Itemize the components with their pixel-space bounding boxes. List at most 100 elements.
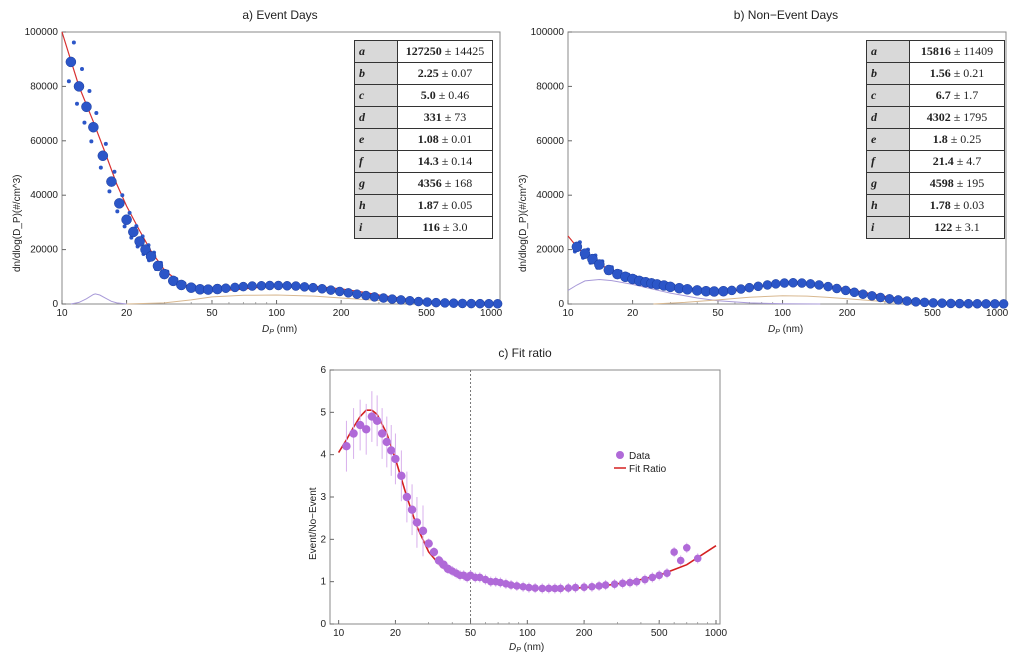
panel-c-data-point bbox=[556, 584, 565, 593]
panel-c-data-point bbox=[519, 582, 527, 591]
panel-a-data-point bbox=[308, 282, 318, 293]
param-key: g bbox=[866, 172, 910, 195]
panel-c-data-point bbox=[545, 584, 553, 593]
panel-a-xtick-label: 20 bbox=[121, 308, 133, 319]
panel-b-data-point bbox=[946, 298, 956, 309]
panel-b-data-point bbox=[981, 299, 991, 309]
param-key: b bbox=[866, 62, 910, 85]
panel-a-xtick-label: 200 bbox=[333, 308, 350, 319]
param-value-main: 1.08 bbox=[417, 132, 439, 146]
panel-c-ytick-label: 6 bbox=[320, 365, 326, 376]
panel-c-data-point bbox=[641, 575, 649, 584]
panel-b-data-point bbox=[736, 284, 746, 294]
panel-b-param-table: a 15816 ± 11409 b 1.56 ± 0.21 c 6.7 ± 1.7 d 430… bbox=[866, 40, 1005, 239]
panel-b-plot: 10 20 50 100 200 500 1000 0 20000 40000 60000 80000… bbox=[531, 27, 1009, 336]
param-value-error: ± 3.1 bbox=[952, 220, 980, 234]
panel-c-ytick-label: 4 bbox=[320, 450, 326, 461]
panel-a-data-point bbox=[212, 283, 223, 295]
panel-a-param-row-h: h 1.87 ± 0.05 bbox=[354, 194, 493, 217]
panel-c-data-point bbox=[507, 581, 515, 589]
panel-b-data-point bbox=[832, 283, 842, 294]
param-value-error: ± 0.21 bbox=[950, 66, 985, 80]
panel-a-data-point bbox=[396, 295, 406, 305]
panel-a-data-point bbox=[343, 288, 354, 298]
panel-b-data-point bbox=[718, 285, 729, 297]
panel-c-legend: Data Fit Ratio bbox=[614, 451, 667, 475]
panel-c-data-point bbox=[424, 539, 433, 548]
panel-a-ytick-label: 40000 bbox=[30, 190, 58, 201]
legend-data-label: Data bbox=[629, 451, 651, 462]
legend-fit-label: Fit Ratio bbox=[629, 464, 667, 475]
panel-b-param-row-f: f 21.4 ± 4.7 bbox=[866, 150, 1005, 173]
panel-a-data-point-small bbox=[115, 209, 120, 214]
panel-b-data-point bbox=[937, 298, 947, 308]
panel-a-data-point bbox=[114, 198, 125, 209]
panel-a-data-point-small bbox=[120, 193, 125, 198]
panel-c-data-point bbox=[513, 582, 521, 590]
panel-b-data-point bbox=[963, 298, 974, 309]
panel-c-data-point bbox=[538, 584, 547, 593]
panel-b-data-point bbox=[840, 285, 851, 296]
panel-a-data-point bbox=[273, 280, 284, 291]
param-value-error: ± 73 bbox=[441, 110, 467, 124]
panel-b-data-point bbox=[814, 280, 824, 290]
panel-a-ytick-label: 60000 bbox=[30, 136, 58, 147]
panel-a-plot: 10 20 50 100 200 500 1000 0 20000 40000 60000 80000… bbox=[25, 27, 503, 336]
panel-b-data-point bbox=[972, 299, 983, 309]
panel-a-data-point bbox=[238, 281, 249, 292]
param-key: e bbox=[866, 128, 910, 151]
panel-b-xtick-label: 10 bbox=[562, 308, 574, 319]
param-value-error: ± 0.03 bbox=[950, 198, 985, 212]
panel-a-frame bbox=[61, 31, 501, 305]
panel-b-data-point bbox=[911, 297, 921, 307]
param-value-main: 1.8 bbox=[932, 132, 948, 146]
panel-c-data-point bbox=[387, 446, 396, 455]
panel-b-data-point bbox=[691, 285, 703, 296]
panel-c-xtick-label: 50 bbox=[465, 628, 477, 639]
panel-c-data-point bbox=[407, 505, 417, 514]
panel-b-data-point bbox=[902, 296, 912, 306]
panel-c-data-point bbox=[362, 425, 371, 434]
panel-b-data-point bbox=[954, 298, 965, 309]
param-value-error: ± 0.07 bbox=[438, 66, 473, 80]
param-value: 127250 ± 14425 bbox=[397, 40, 493, 63]
panel-a-data-point bbox=[88, 121, 99, 133]
panel-a-xtick-label: 100 bbox=[268, 308, 285, 319]
panel-b-xtick-label: 50 bbox=[712, 308, 724, 319]
panel-a-param-row-g: g 4356 ± 168 bbox=[354, 172, 493, 195]
param-value-error: ± 14425 bbox=[441, 44, 485, 58]
panel-a-param-row-f: f 14.3 ± 0.14 bbox=[354, 150, 493, 173]
panel-a-xtick-label: 1000 bbox=[480, 308, 503, 319]
panel-c-xtick-label: 1000 bbox=[705, 628, 728, 639]
param-value: 1.56 ± 0.21 bbox=[909, 62, 1005, 85]
panel-c-data-point bbox=[676, 556, 685, 565]
panel-a-data-point bbox=[128, 226, 139, 238]
panel-a-data-point bbox=[97, 150, 109, 162]
panel-b-component-nucleation bbox=[567, 278, 821, 305]
param-value-error: ± 3.0 bbox=[439, 220, 468, 234]
param-value-main: 4598 bbox=[929, 176, 954, 190]
param-value-main: 14.3 bbox=[417, 154, 439, 168]
panel-c-ytick-label: 1 bbox=[320, 577, 326, 588]
panel-a-data-point-small bbox=[79, 66, 84, 71]
panel-c-data-point bbox=[663, 569, 671, 577]
panel-b-ytick-label: 40000 bbox=[536, 190, 564, 201]
panel-b-param-row-g: g 4598 ± 195 bbox=[866, 172, 1005, 195]
panel-c-ytick-label: 5 bbox=[320, 407, 326, 418]
panel-b-component-accumulation bbox=[653, 295, 950, 305]
panel-b-data-point bbox=[797, 278, 807, 288]
panel-a-data-point bbox=[448, 298, 459, 308]
param-value-main: 116 bbox=[422, 220, 440, 234]
panel-c-data-point bbox=[601, 581, 610, 589]
panel-a-ytick-label: 20000 bbox=[30, 245, 58, 256]
panel-a-data-point bbox=[134, 236, 145, 247]
panel-b-xtick-label: 200 bbox=[839, 308, 856, 319]
panel-c-data-point bbox=[418, 526, 428, 536]
panel-a-data-point-small bbox=[66, 79, 71, 84]
panel-c-xtick-label: 200 bbox=[576, 628, 593, 639]
param-value: 1.08 ± 0.01 bbox=[397, 128, 493, 151]
panel-c-xtick-label: 100 bbox=[519, 628, 536, 639]
param-value-main: 122 bbox=[934, 220, 953, 234]
param-value-error: ± 1795 bbox=[950, 110, 988, 124]
